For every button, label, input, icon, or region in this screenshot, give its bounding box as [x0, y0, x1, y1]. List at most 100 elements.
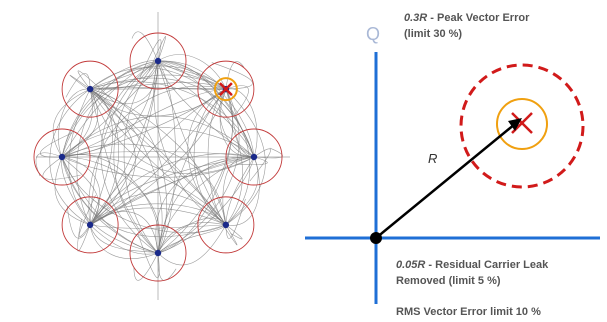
trajectory-curve: [157, 156, 255, 254]
trajectory-curve: [89, 88, 163, 254]
trajectory-loop: [40, 132, 73, 158]
trajectory-curve: [89, 224, 159, 254]
symbol-error-circle: [129, 224, 187, 282]
trajectory-curve: [61, 156, 226, 238]
trajectory-curve: [157, 54, 227, 90]
trajectory-loop: [66, 205, 91, 239]
trajectory-curve: [89, 88, 227, 226]
trajectory-curve: [89, 224, 159, 259]
symbol-point: [222, 221, 230, 229]
symbol-point: [250, 153, 258, 161]
peak-error-label: 0.3R - Peak Vector Error: [404, 12, 530, 24]
trajectory-loop: [79, 194, 96, 237]
peak-error-text: - Peak Vector Error: [427, 12, 530, 24]
symbol-point: [154, 249, 162, 257]
trajectory-curve: [89, 89, 159, 254]
measurement-vector: [375, 123, 516, 239]
rms-error-label: RMS Vector Error limit 10 %: [396, 306, 541, 318]
trajectory-curve: [61, 126, 255, 158]
vector-arrowhead: [508, 118, 522, 131]
constellation-plot: [33, 12, 290, 300]
trajectory-curve: [61, 65, 227, 158]
carrier-leak-label: 0.05R - Residual Carrier Leak: [396, 259, 549, 271]
origin-point: [370, 232, 382, 244]
trajectory-curve: [61, 60, 159, 158]
trajectory-loop: [236, 156, 268, 165]
peak-error-italic: 0.3R: [404, 12, 427, 24]
trajectory-curve: [61, 151, 255, 158]
trajectory-curve: [155, 156, 255, 254]
trajectory-curve: [61, 156, 255, 178]
trajectory-curve: [61, 156, 101, 226]
trajectory-curve: [225, 156, 259, 226]
trajectory-curve: [61, 154, 227, 226]
trajectory-curve: [58, 88, 91, 158]
trajectory-loop: [77, 70, 115, 103]
trajectory-curve: [52, 88, 91, 158]
rms-error-circle: [496, 98, 548, 150]
trajectory-curve: [61, 156, 91, 226]
trajectory-curve: [68, 88, 159, 254]
trajectory-curve: [157, 156, 255, 254]
trajectory-loop: [225, 198, 246, 239]
trajectory-curve: [157, 88, 240, 254]
trajectory-loop: [131, 31, 159, 62]
trajectory-loop: [225, 224, 243, 240]
symbol-error-circle: [129, 32, 187, 90]
trajectory-curve: [157, 224, 227, 266]
q-axis-label: Q: [366, 24, 380, 44]
vector-label: R: [428, 151, 437, 166]
symbol-point: [86, 221, 94, 229]
trajectory-curve: [90, 82, 226, 90]
symbol-point: [86, 85, 94, 93]
trajectory-curve: [89, 88, 227, 226]
trajectory-curve: [89, 203, 227, 226]
trajectory-loop: [149, 36, 167, 71]
carrier-leak-limit: Removed (limit 5 %): [396, 275, 501, 287]
trajectory-loop: [225, 61, 245, 90]
trajectory-curve: [157, 88, 233, 254]
symbol-point: [58, 153, 66, 161]
trajectory-loop: [137, 234, 160, 278]
trajectory-curve: [61, 156, 161, 254]
trajectory-curve: [61, 156, 227, 233]
trajectory-curve: [61, 74, 227, 158]
trajectory-curve: [54, 156, 91, 226]
trajectory-curve: [90, 224, 226, 229]
trajectory-curve: [113, 60, 159, 254]
trajectory-curve: [89, 67, 255, 158]
trajectory-curve: [123, 60, 159, 254]
trajectory-curve: [89, 60, 159, 90]
trajectory-curve: [225, 88, 266, 226]
symbol-error-circle: [197, 60, 255, 118]
peak-error-limit-circle: [459, 63, 585, 189]
error-symbol-cross: [218, 82, 233, 97]
trajectory-curve: [89, 89, 255, 175]
trajectory-loop: [35, 152, 63, 177]
carrier-leak-italic: 0.05R: [396, 259, 425, 271]
trajectory-curve: [90, 86, 226, 90]
error-symbol-circle: [213, 77, 238, 102]
trajectory-curve: [88, 85, 226, 225]
trajectory-loop: [133, 252, 159, 281]
symbol-trajectories: [35, 31, 283, 281]
trajectory-loop: [65, 73, 91, 98]
trajectory-loop: [157, 252, 177, 281]
trajectory-curve: [89, 60, 159, 225]
trajectory-curve: [157, 60, 176, 254]
trajectory-loop: [249, 148, 271, 182]
trajectory-loop: [69, 74, 104, 102]
trajectory-curve: [61, 89, 93, 158]
trajectory-curve: [225, 156, 255, 225]
trajectory-curve: [157, 156, 255, 254]
trajectory-curve: [100, 60, 159, 254]
trajectory-loop: [77, 219, 91, 252]
error-symbol: [213, 77, 238, 102]
trajectory-curve: [90, 87, 226, 90]
trajectory-loop: [139, 39, 162, 79]
symbol-error-circle: [61, 60, 119, 118]
symbol-error-circle: [225, 128, 283, 186]
vector-error-diagram: Q R 0.3R - Peak Vector Error (limit 30 %…: [305, 12, 600, 318]
trajectory-curve: [61, 115, 255, 158]
